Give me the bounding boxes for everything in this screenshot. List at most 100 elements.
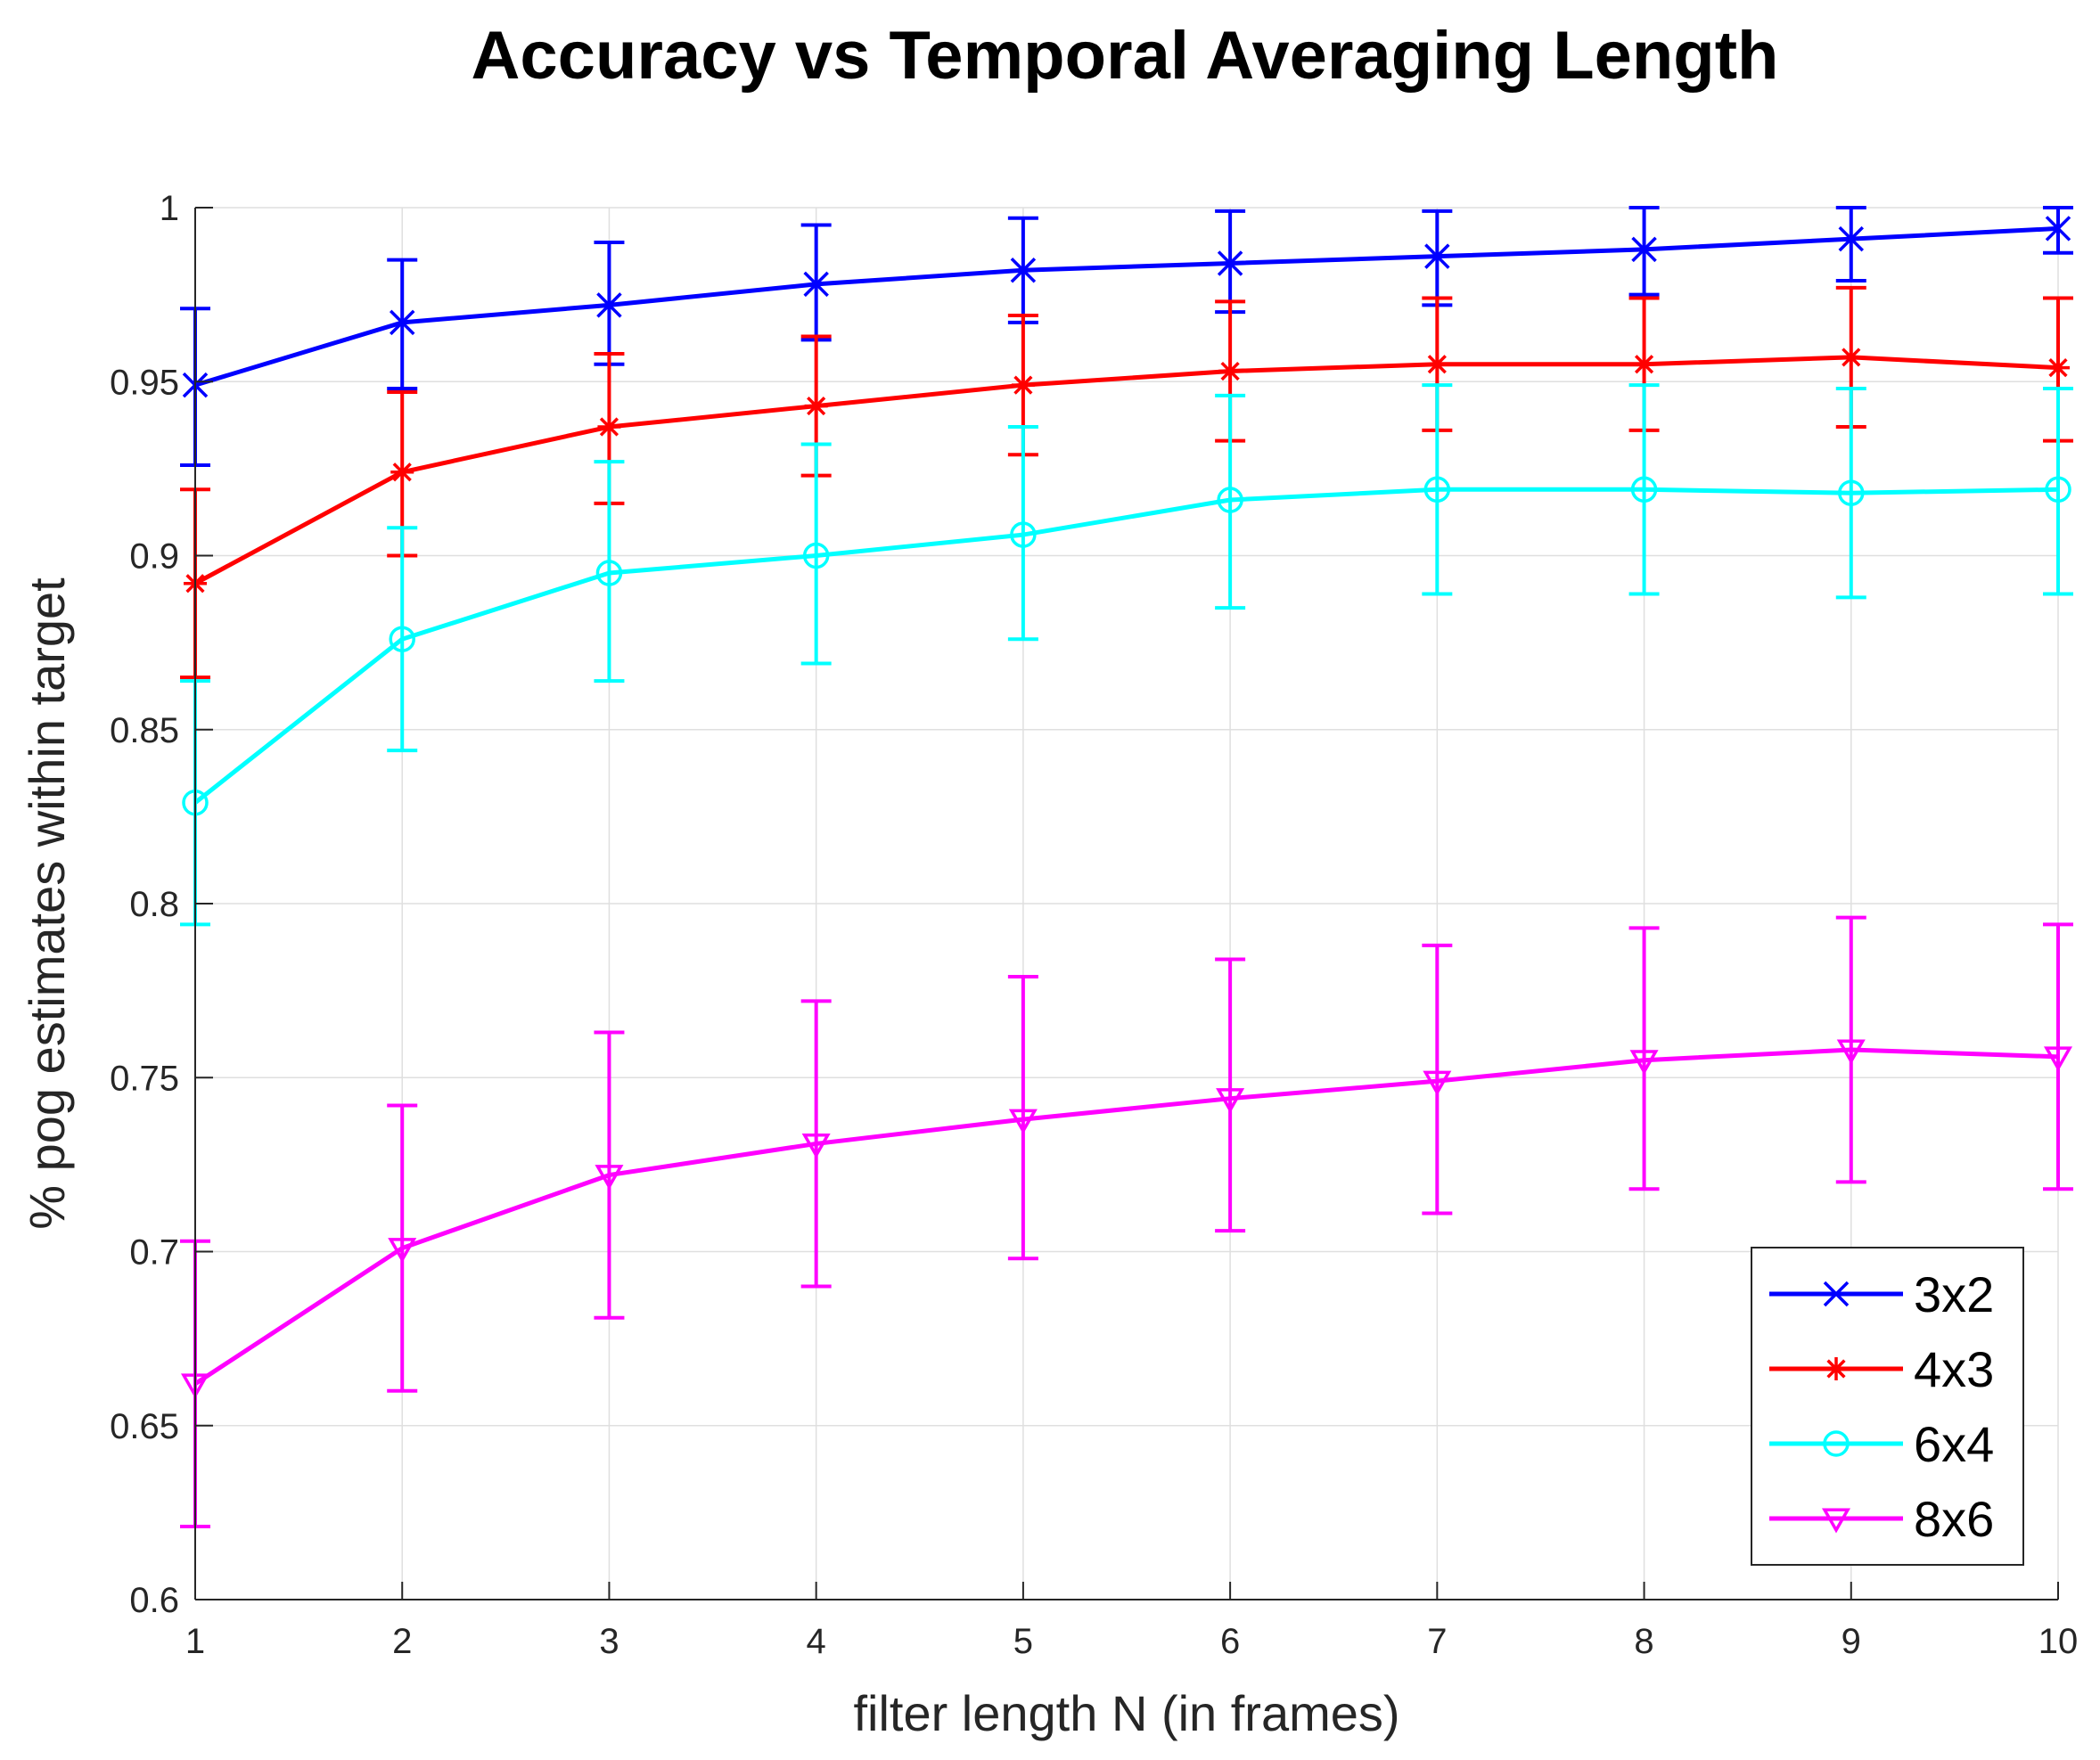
x-tick-label: 9 — [1842, 1622, 1861, 1661]
marker-stroke — [389, 309, 415, 336]
y-tick-label: 0.7 — [129, 1233, 179, 1273]
marker-stroke — [1217, 250, 1243, 276]
tick-marks: 1 2 3 4 5 6 7 8 9 10 0.6 0.65 0.7 0.75 0.8 0.85 0.9 0.95 1 — [110, 189, 2078, 1661]
marker-stroke — [1629, 1050, 1659, 1076]
data-point-3x2 — [1631, 236, 1657, 263]
marker-stroke — [2045, 476, 2071, 503]
legend-entry-3x2: 3x2 — [1769, 1266, 1994, 1322]
data-point-8x6 — [388, 1238, 417, 1264]
y-tick-label: 0.95 — [110, 363, 179, 402]
data-point-3x2 — [2045, 216, 2071, 241]
data-point-6x4 — [1010, 521, 1037, 548]
data-point-4x3 — [1632, 352, 1656, 376]
series-line-4x3 — [193, 355, 2059, 585]
data-point-4x3 — [1425, 352, 1449, 376]
series-lines — [193, 225, 2059, 1386]
marker-stroke — [389, 626, 415, 652]
data-point-8x6 — [1216, 1088, 1245, 1114]
y-tick-label: 0.9 — [129, 537, 179, 577]
y-tick-label: 0.8 — [129, 885, 179, 924]
marker-stroke — [1631, 236, 1657, 263]
data-point-8x6 — [1008, 1109, 1038, 1134]
data-point-6x4 — [1423, 476, 1451, 503]
marker-stroke — [2045, 216, 2071, 241]
marker-stroke — [1634, 355, 1654, 374]
marker-stroke — [599, 417, 619, 437]
legend-marker — [1823, 1281, 1850, 1307]
data-point-4x3 — [804, 394, 828, 418]
data-point-3x2 — [1424, 243, 1450, 269]
legend-label: 4x3 — [1914, 1341, 1994, 1397]
data-point-6x4 — [1630, 476, 1658, 503]
legend-label: 8x6 — [1914, 1491, 1994, 1547]
legend-marker — [1821, 1508, 1851, 1534]
legend-label: 6x4 — [1914, 1416, 1994, 1472]
y-tick-label: 1 — [160, 189, 179, 228]
error-bar-3x2 — [1835, 206, 1866, 283]
marker-stroke — [1010, 258, 1037, 283]
marker-stroke — [1008, 1109, 1038, 1134]
marker-stroke — [392, 463, 412, 482]
data-point-8x6 — [595, 1165, 624, 1191]
marker-stroke — [1220, 361, 1240, 381]
data-point-6x4 — [1838, 479, 1865, 506]
data-point-3x2 — [596, 292, 622, 318]
data-point-4x3 — [1011, 373, 1035, 397]
y-tick-label: 0.85 — [110, 711, 179, 750]
marker-stroke — [801, 1133, 831, 1158]
legend-marker — [1825, 1357, 1848, 1380]
marker-stroke — [1217, 487, 1243, 513]
data-point-4x3 — [1218, 359, 1243, 383]
marker-stroke — [1838, 479, 1865, 506]
marker-stroke — [1823, 1281, 1850, 1307]
series-markers — [180, 216, 2073, 1399]
marker-stroke — [1838, 225, 1865, 252]
data-point-3x2 — [389, 309, 415, 336]
x-tick-label: 10 — [2038, 1622, 2079, 1661]
legend-entry-8x6: 8x6 — [1769, 1491, 1994, 1547]
data-point-8x6 — [2043, 1046, 2073, 1072]
marker-stroke — [595, 560, 623, 586]
legend-label: 3x2 — [1914, 1266, 1994, 1322]
x-tick-label: 3 — [599, 1622, 619, 1661]
data-point-6x4 — [389, 626, 415, 652]
data-point-4x3 — [2047, 356, 2070, 380]
data-point-6x4 — [1217, 487, 1243, 513]
x-tick-label: 5 — [1013, 1622, 1033, 1661]
marker-stroke — [1423, 1070, 1452, 1096]
data-point-8x6 — [801, 1133, 831, 1158]
chart-title: Accuracy vs Temporal Averaging Length — [472, 18, 1779, 94]
x-tick-label: 6 — [1220, 1622, 1240, 1661]
marker-stroke — [803, 271, 829, 298]
marker-stroke — [1423, 476, 1451, 503]
x-tick-label: 2 — [392, 1622, 412, 1661]
data-point-4x3 — [390, 460, 414, 484]
marker-stroke — [802, 542, 830, 569]
data-point-3x2 — [1217, 250, 1243, 276]
marker-stroke — [596, 292, 622, 318]
legend-entry-6x4: 6x4 — [1769, 1416, 1994, 1472]
marker-stroke — [807, 396, 826, 416]
data-point-3x2 — [803, 271, 829, 298]
y-tick-label: 0.6 — [129, 1581, 179, 1620]
marker-stroke — [1821, 1508, 1851, 1534]
series-line-6x4 — [193, 487, 2059, 805]
x-tick-label: 1 — [185, 1622, 205, 1661]
x-tick-label: 8 — [1634, 1622, 1653, 1661]
data-point-6x4 — [802, 542, 830, 569]
y-axis-label: % pog estimates within target — [19, 577, 75, 1230]
x-tick-label: 4 — [807, 1622, 826, 1661]
marker-stroke — [1630, 476, 1658, 503]
marker-stroke — [595, 1165, 624, 1191]
legend-marker — [1823, 1430, 1850, 1457]
data-point-3x2 — [1838, 225, 1865, 252]
data-point-3x2 — [1010, 258, 1037, 283]
marker-stroke — [1424, 243, 1450, 269]
error-bar-8x6 — [1215, 957, 1246, 1233]
error-bar-8x6 — [2043, 922, 2073, 1191]
data-point-8x6 — [1629, 1050, 1659, 1076]
marker-stroke — [1826, 1359, 1846, 1379]
marker-stroke — [2043, 1046, 2073, 1072]
marker-stroke — [388, 1238, 417, 1264]
